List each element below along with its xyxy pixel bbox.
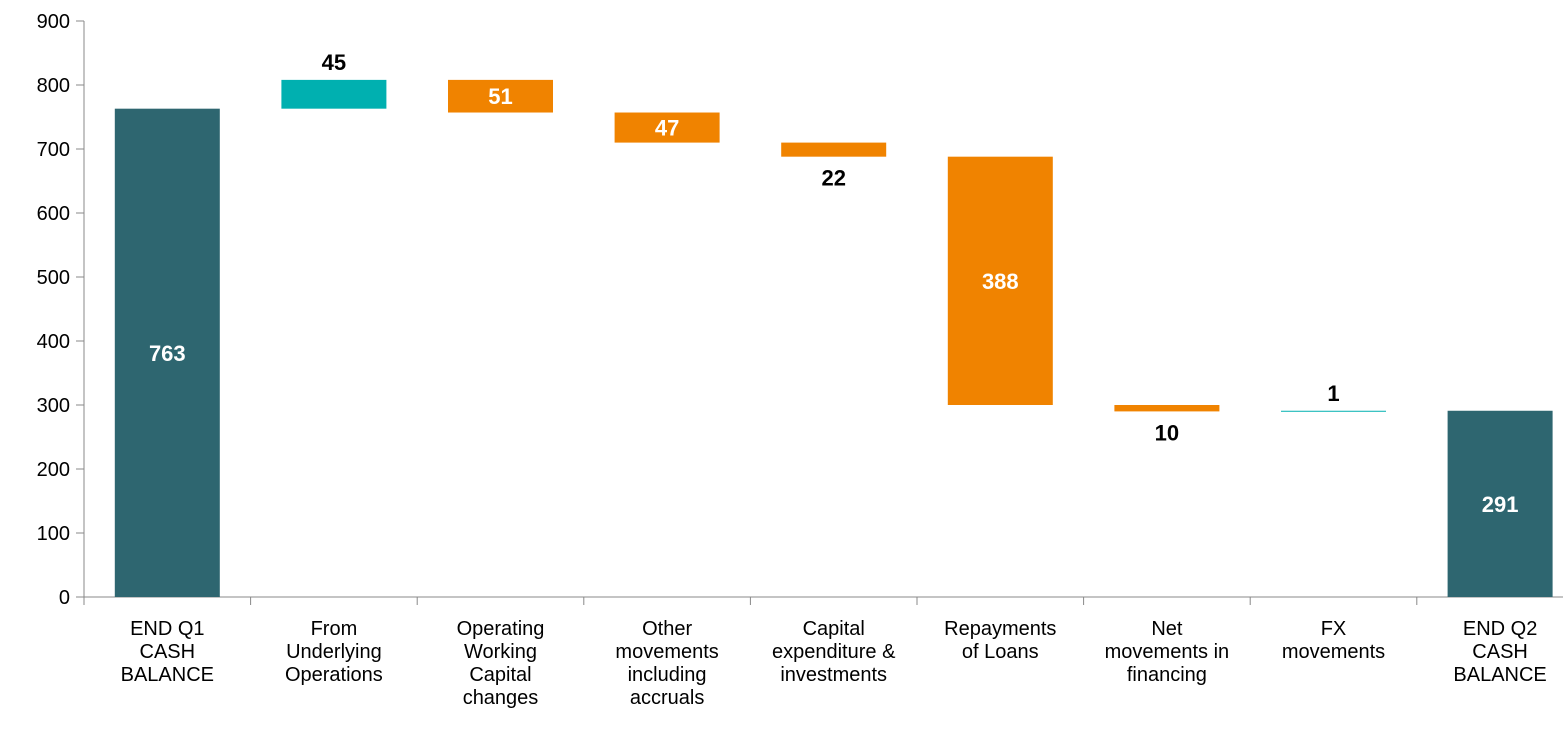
value-label: 10 (1155, 420, 1179, 445)
y-tick-label: 100 (37, 523, 70, 545)
value-label: 763 (149, 341, 186, 366)
bar (1114, 405, 1220, 412)
y-tick-label: 0 (59, 587, 70, 609)
y-tick-label: 800 (37, 75, 70, 97)
bar (781, 142, 887, 157)
value-label: 45 (322, 50, 346, 75)
x-tick-label: Operating Working Capital changes (457, 618, 545, 709)
value-label: 291 (1482, 492, 1519, 517)
bar (1281, 410, 1386, 412)
y-tick-label: 600 (37, 203, 70, 225)
value-label: 1 (1327, 381, 1339, 406)
y-tick-label: 700 (37, 139, 70, 161)
bar (947, 156, 1053, 405)
y-tick-label: 900 (37, 11, 70, 33)
x-tick-label: FX movements (1282, 618, 1385, 663)
bar (281, 79, 387, 109)
value-label: 388 (982, 269, 1019, 294)
value-label: 22 (821, 166, 845, 191)
y-tick-label: 400 (37, 331, 70, 353)
x-tick-label: Capital expenditure & investments (772, 618, 896, 686)
bar (114, 108, 220, 598)
y-tick-label: 300 (37, 395, 70, 417)
bar (614, 112, 720, 143)
value-label: 51 (488, 84, 512, 109)
x-tick-label: Net movements in financing (1105, 618, 1230, 686)
value-label: 47 (655, 116, 679, 141)
x-tick-label: END Q2 CASH BALANCE (1453, 618, 1546, 686)
x-tick-label: END Q1 CASH BALANCE (121, 618, 214, 686)
bar (448, 79, 553, 113)
y-tick-label: 200 (37, 459, 70, 481)
x-tick-label: Repayments of Loans (944, 618, 1056, 663)
y-tick-label: 500 (37, 267, 70, 289)
x-tick-label: Other movements including accruals (615, 618, 718, 709)
bar (1447, 410, 1553, 597)
x-tick-label: From Underlying Operations (285, 618, 383, 686)
